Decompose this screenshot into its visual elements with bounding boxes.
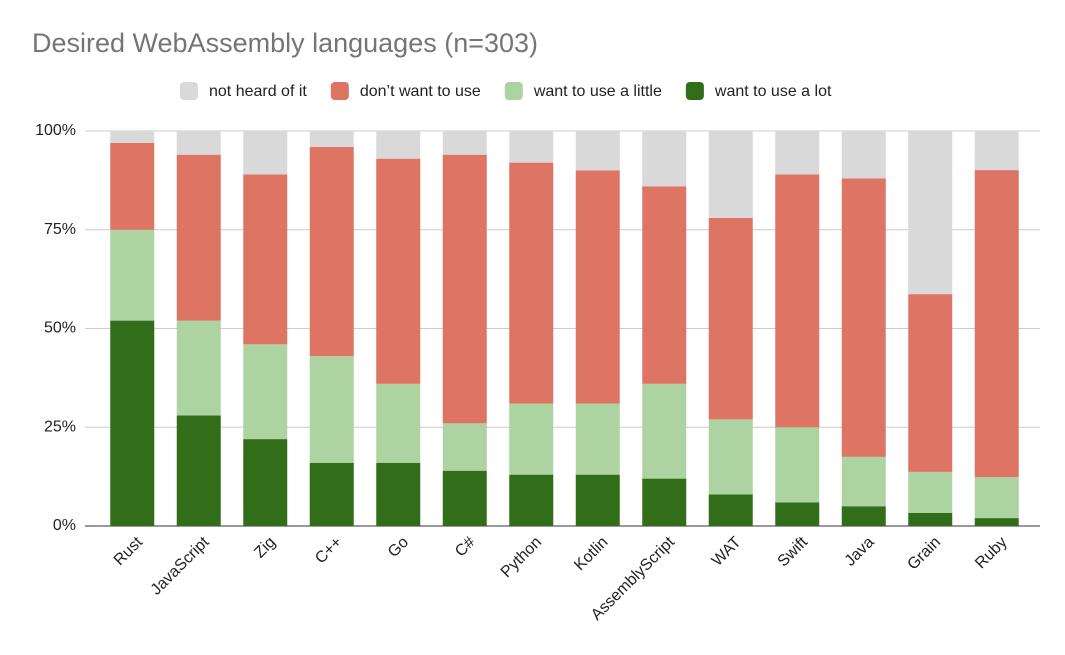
bar-segment (841, 456, 886, 507)
legend-label: not heard of it (209, 83, 307, 100)
bar-segment (575, 403, 620, 475)
bar-segment (243, 131, 288, 175)
bar-segment (575, 131, 620, 171)
bar-segment (908, 131, 953, 295)
bar-segment (841, 131, 886, 179)
y-tick-label: 75% (44, 221, 76, 238)
bar-segment (176, 154, 221, 321)
bar-segment (243, 174, 288, 345)
bar-segment (974, 518, 1019, 526)
legend-swatch (330, 82, 349, 100)
bar-segment (442, 470, 487, 526)
bar-segment (176, 320, 221, 416)
bar-segment (775, 502, 820, 526)
bar-segment (243, 344, 288, 440)
bar-segment (110, 229, 155, 321)
legend-label: want to use a little (533, 83, 662, 100)
bar-segment (376, 462, 421, 526)
bar-segment (708, 419, 753, 495)
bar-segment (642, 186, 687, 384)
bar-segment (442, 423, 487, 471)
bar-segment (708, 217, 753, 420)
bar-segment (974, 131, 1019, 171)
bar-segment (841, 506, 886, 526)
bar-segment (642, 478, 687, 526)
bar-segment (775, 427, 820, 503)
bar-segment (575, 170, 620, 404)
bar-segment (243, 439, 288, 526)
y-tick-label: 100% (35, 122, 76, 139)
legend-swatch (504, 82, 523, 100)
bar-segment (708, 131, 753, 218)
legend-label: want to use a lot (714, 83, 832, 100)
bar-segment (974, 477, 1019, 519)
bar-segment (176, 415, 221, 526)
bar-segment (110, 142, 155, 230)
legend-swatch (180, 82, 198, 100)
bar-segment (309, 462, 354, 526)
y-tick-label: 50% (44, 320, 76, 337)
bar-segment (309, 356, 354, 463)
legend-swatch (685, 82, 704, 100)
legend-label: don’t want to use (360, 83, 481, 100)
bar-segment (974, 170, 1019, 478)
bar-segment (376, 158, 421, 384)
bar-segment (908, 294, 953, 472)
bar-segment (775, 174, 820, 428)
bar-segment (509, 162, 554, 404)
bar-segment (642, 131, 687, 187)
bar-segment (110, 131, 155, 143)
bar-segment (908, 471, 953, 513)
bar-segment (575, 474, 620, 526)
bar-segment (442, 154, 487, 424)
bar-segment (708, 494, 753, 526)
y-tick-label: 0% (53, 517, 76, 534)
chart-title: Desired WebAssembly languages (n=303) (32, 28, 538, 58)
bar-segment (176, 131, 221, 155)
bar-segment (442, 131, 487, 155)
bar-segment (376, 383, 421, 463)
y-tick-label: 25% (44, 418, 76, 435)
bar-segment (509, 403, 554, 475)
bar-segment (110, 320, 155, 526)
bar-segment (309, 146, 354, 357)
bar-segment (509, 131, 554, 163)
bar-segment (908, 512, 953, 526)
bar-segment (509, 474, 554, 526)
bar-segment (309, 131, 354, 147)
bar-segment (642, 383, 687, 479)
bar-segment (376, 131, 421, 159)
bar-segment (841, 178, 886, 457)
bar-segment (775, 131, 820, 175)
